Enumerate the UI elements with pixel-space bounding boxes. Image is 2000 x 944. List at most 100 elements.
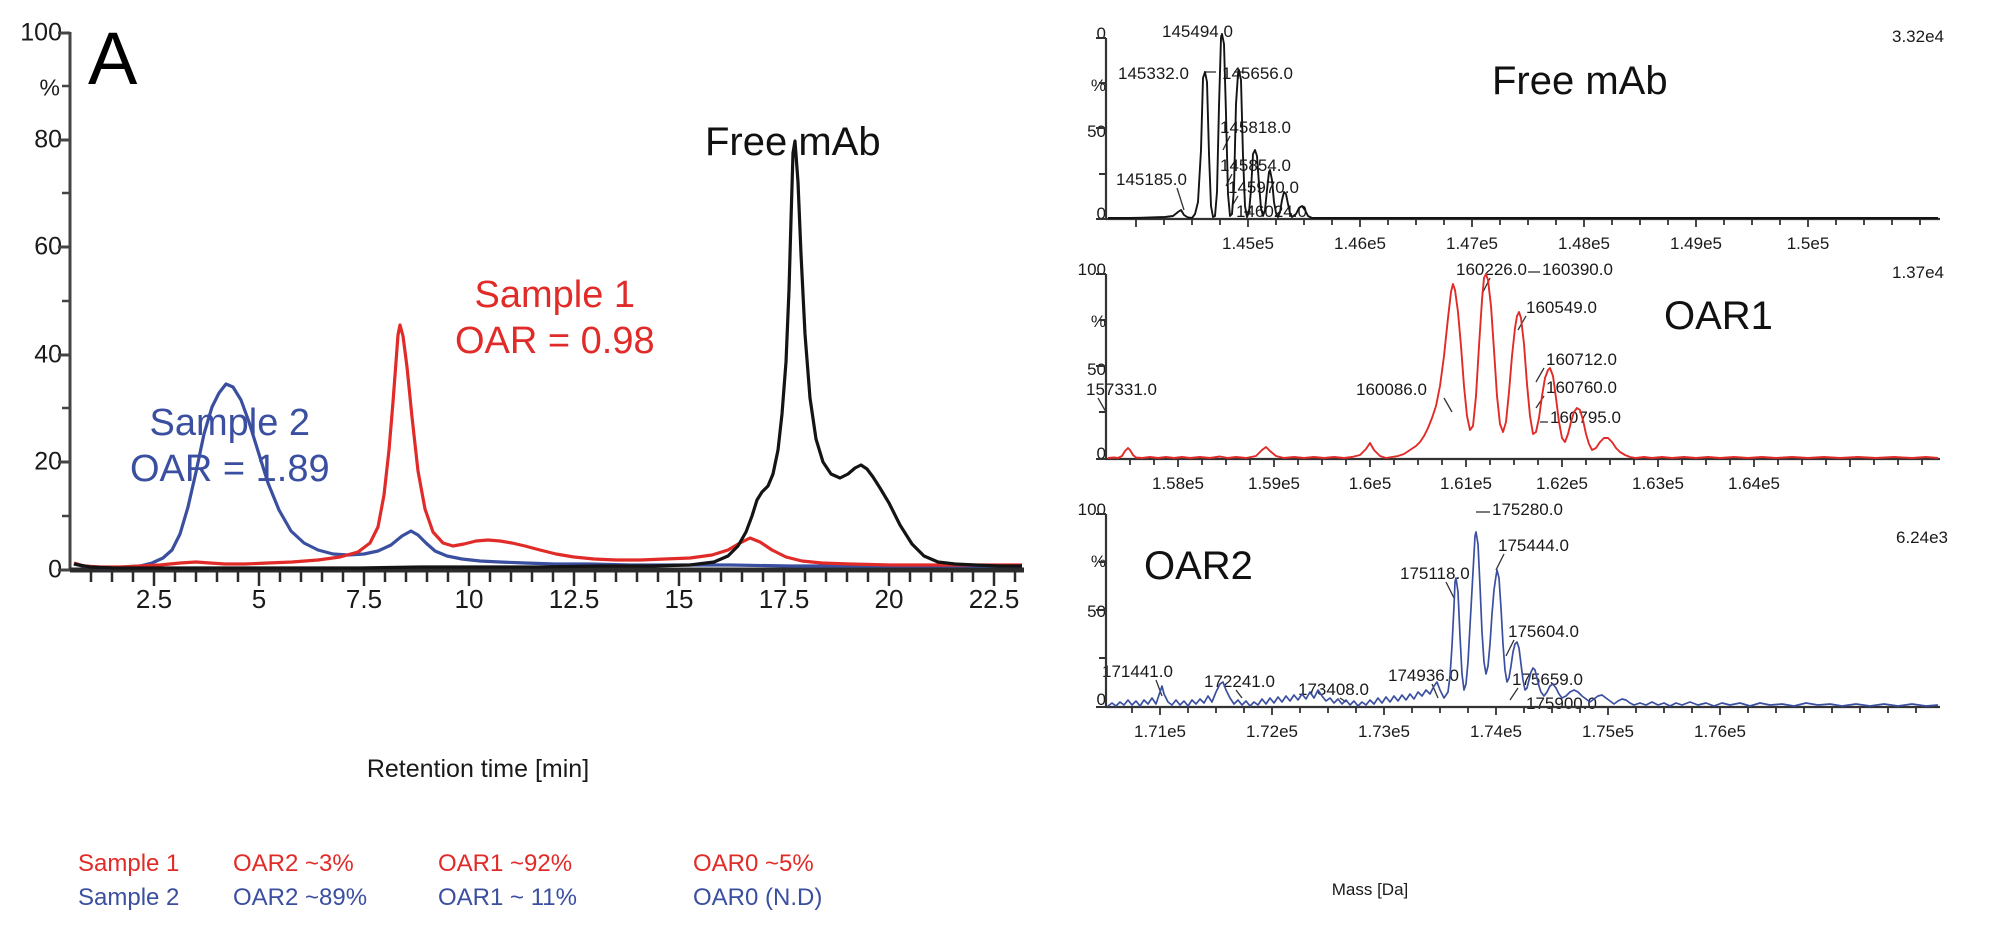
- x-tick-20: 20: [874, 584, 904, 614]
- spec2-trace: [1107, 273, 1939, 459]
- y-tick-40: 40: [34, 340, 62, 369]
- legend-sample-2-oar0: OAR0 (N.D): [693, 884, 823, 911]
- x-axis-title: Retention time [min]: [366, 755, 590, 783]
- spec1-peak-label-145185: 145185.0: [1116, 170, 1187, 189]
- x-tick-5: 5: [251, 584, 267, 614]
- spec2-peak-label-160712: 160712.0: [1546, 350, 1617, 369]
- legend-row-sample-2: Sample 2 OAR2 ~89% OAR1 ~ 11% OAR0 (N.D): [78, 884, 978, 918]
- sample-2-annotation-line1: Sample 2: [149, 402, 311, 444]
- spec3-y-tick-mid: 50: [1087, 602, 1106, 621]
- spec2-peak-label-160086: 160086.0: [1356, 380, 1427, 399]
- spec2-x-tick-163e5: 1.63e5: [1632, 474, 1684, 493]
- spec3-trace: [1107, 531, 1939, 707]
- spec3-x-tick-175e5: 1.75e5: [1582, 722, 1634, 741]
- panel-a-y-axis-labels: 100 % 80 60 40 20 0: [0, 0, 70, 760]
- spec2-x-tick-161e5: 1.61e5: [1440, 474, 1492, 493]
- y-axis-minor-ticks: [62, 84, 70, 518]
- x-tick-22-5: 22.5: [968, 584, 1020, 614]
- x-tick-17-5: 17.5: [758, 584, 810, 614]
- y-tick-100: 100: [20, 18, 62, 47]
- spec2-normalization: 1.37e4: [1892, 263, 1944, 282]
- spectrum-oar1: 100 % 50 0 1.37e4 OAR1 157331.0 160086.0…: [1040, 246, 2000, 546]
- x-axis-minor-ticks: [89, 570, 1017, 586]
- spec1-y-tick-bottom: 0: [1096, 204, 1106, 223]
- spec3-peak-label-175280: 175280.0: [1492, 500, 1563, 519]
- spec1-x-tick-145e5: 1.45e5: [1222, 234, 1274, 253]
- spec3-normalization: 6.24e3: [1896, 528, 1948, 547]
- spec2-y-ticks: [1096, 273, 1106, 460]
- spec1-peak-label-145854: 145854.0: [1220, 156, 1291, 175]
- panel-b-mass-spectra: B 0 % 50 0 3.32e4 Free mAb 145185.0 1453…: [1040, 0, 2000, 944]
- spec1-peak-label-145970: 145970.0: [1228, 178, 1299, 197]
- spec1-peak-label-145494: 145494.0: [1162, 22, 1233, 41]
- spec2-x-tick-164e5: 1.64e5: [1728, 474, 1780, 493]
- spec3-leader-lines: [1155, 511, 1519, 703]
- spec3-x-tick-171e5: 1.71e5: [1134, 722, 1186, 741]
- legend-sample-1-oar2: OAR2 ~3%: [233, 850, 354, 877]
- spec3-peak-label-171441: 171441.0: [1102, 662, 1173, 681]
- spec1-normalization: 3.32e4: [1892, 27, 1944, 46]
- panel-a-letter: A: [88, 17, 138, 100]
- spec3-y-ticks: [1096, 513, 1106, 708]
- spec1-peak-label-145332: 145332.0: [1118, 64, 1189, 83]
- x-tick-15: 15: [664, 584, 694, 614]
- spec2-peak-label-157331: 157331.0: [1086, 380, 1157, 399]
- spec2-x-tick-16e5: 1.6e5: [1348, 474, 1392, 493]
- spec2-peak-label-160390: 160390.0: [1542, 260, 1613, 279]
- sample-1-annotation-line2: OAR = 0.98: [455, 320, 655, 363]
- spec1-y-tick-top: 0: [1096, 24, 1106, 43]
- spec3-peak-label-175118: 175118.0: [1400, 564, 1470, 583]
- spec1-plot: [1096, 33, 1940, 227]
- spec3-peak-label-174936: 174936.0: [1388, 666, 1459, 685]
- panel-a-chromatogram: A 100 % 80 60 40 20 0: [0, 0, 1024, 918]
- spec3-x-tick-174e5: 1.74e5: [1470, 722, 1522, 741]
- sample-2-annotation-line2: OAR = 1.89: [130, 448, 330, 491]
- spec2-x-ticks: [1129, 459, 1923, 467]
- y-tick-20: 20: [34, 447, 62, 476]
- spec3-x-ticks: [1131, 707, 1917, 715]
- spec3-peak-label-175604: 175604.0: [1508, 622, 1579, 641]
- spec3-x-tick-176e5: 1.76e5: [1694, 722, 1746, 741]
- spec3-y-tick-bottom: 0: [1096, 690, 1106, 709]
- spec1-y-ticks: [1096, 37, 1106, 220]
- trace-free-mab: [73, 139, 1022, 570]
- free-mab-annotation: Free mAb: [705, 120, 881, 164]
- spec1-x-tick-15e5: 1.5e5: [1786, 234, 1830, 253]
- spec3-x-tick-173e5: 1.73e5: [1358, 722, 1410, 741]
- sample-2-annotation: Sample 2 OAR = 1.89: [130, 400, 330, 493]
- spec1-trace: [1108, 33, 1938, 219]
- trace-sample-1: [73, 323, 1022, 569]
- spec2-title: OAR1: [1664, 294, 1773, 338]
- spec1-peak-label-145818: 145818.0: [1220, 118, 1291, 137]
- sample-1-annotation: Sample 1 OAR = 0.98: [455, 272, 655, 365]
- legend-sample-1-oar1: OAR1 ~92%: [438, 850, 573, 877]
- legend-sample-1-oar0: OAR0 ~5%: [693, 850, 814, 877]
- spec2-x-tick-162e5: 1.62e5: [1536, 474, 1588, 493]
- spec3-x-tick-172e5: 1.72e5: [1246, 722, 1298, 741]
- spec2-x-tick-159e5: 1.59e5: [1248, 474, 1300, 493]
- legend-sample-2-oar1: OAR1 ~ 11%: [438, 884, 577, 911]
- y-tick-80: 80: [34, 125, 62, 154]
- spec1-y-tick-mid: 50: [1087, 122, 1106, 141]
- spectrum-free-mab: 0 % 50 0 3.32e4 Free mAb 145185.0 145332…: [1040, 14, 2000, 314]
- spec2-y-tick-mid: 50: [1087, 360, 1106, 379]
- y-tick-60: 60: [34, 232, 62, 261]
- spec2-leader-lines: [1097, 271, 1548, 423]
- spec2-peak-label-160795: 160795.0: [1550, 408, 1621, 427]
- spec1-x-tick-147e5: 1.47e5: [1446, 234, 1498, 253]
- spec3-peak-label-175444: 175444.0: [1498, 536, 1569, 555]
- panel-a-legend: Sample 1 OAR2 ~3% OAR1 ~92% OAR0 ~5% Sam…: [78, 850, 978, 918]
- y-axis-ticks: [58, 31, 70, 572]
- legend-sample-1-name: Sample 1: [78, 850, 180, 877]
- spec2-peak-label-160760: 160760.0: [1546, 378, 1617, 397]
- legend-sample-2-oar2: OAR2 ~89%: [233, 884, 368, 911]
- spec1-x-tick-149e5: 1.49e5: [1670, 234, 1722, 253]
- spectrum-oar2: 100 % 50 0 6.24e3 OAR2 171441.0 172241.0…: [1040, 486, 2000, 806]
- mass-axis-title: Mass [Da]: [1331, 880, 1409, 899]
- sample-1-annotation-line1: Sample 1: [474, 274, 636, 316]
- spec2-x-tick-158e5: 1.58e5: [1152, 474, 1204, 493]
- y-axis-unit-label: %: [39, 74, 60, 101]
- spec2-y-tick-bottom: 0: [1096, 444, 1106, 463]
- spec3-title: OAR2: [1144, 544, 1253, 588]
